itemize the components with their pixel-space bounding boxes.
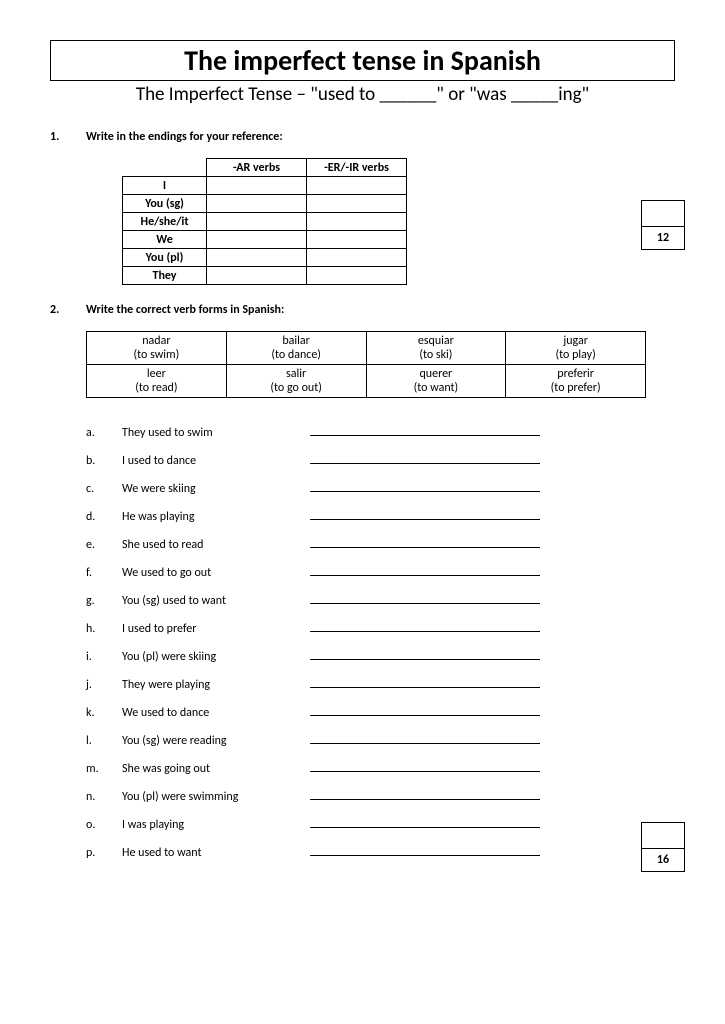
prompt-row: o.I was playing	[86, 816, 675, 832]
prompt-letter: o.	[86, 818, 122, 832]
prompt-letter: g.	[86, 594, 122, 608]
prompt-letter: j.	[86, 678, 122, 692]
prompt-letter: m.	[86, 762, 122, 776]
answer-line	[310, 620, 540, 632]
prompt-text: They used to swim	[122, 426, 302, 440]
answer-line	[310, 508, 540, 520]
prompt-text: I used to dance	[122, 454, 302, 468]
prompt-row: p.He used to want	[86, 844, 675, 860]
prompt-row: g.You (sg) used to want	[86, 592, 675, 608]
section-heading: Write in the endings for your reference:	[86, 130, 675, 144]
prompt-row: i.You (pl) were skiing	[86, 648, 675, 664]
title-box: The imperfect tense in Spanish	[50, 40, 675, 81]
prompt-letter: i.	[86, 650, 122, 664]
verb-cell: salir(to go out)	[226, 365, 366, 398]
answer-line	[310, 648, 540, 660]
answer-line	[310, 788, 540, 800]
prompt-letter: f.	[86, 566, 122, 580]
section-number: 2.	[50, 303, 86, 872]
prompt-text: You (sg) were reading	[122, 734, 302, 748]
subtitle: The Imperfect Tense – "used to ______" o…	[50, 83, 675, 106]
answer-line	[310, 480, 540, 492]
verb-cell: preferir(to prefer)	[506, 365, 646, 398]
section-2: 2. Write the correct verb forms in Spani…	[50, 303, 675, 872]
prompt-row: n.You (pl) were swimming	[86, 788, 675, 804]
prompt-letter: b.	[86, 454, 122, 468]
answer-line	[310, 452, 540, 464]
prompt-text: I was playing	[122, 818, 302, 832]
prompt-letter: c.	[86, 482, 122, 496]
prompt-letter: a.	[86, 426, 122, 440]
answer-line	[310, 732, 540, 744]
verb-cell: jugar(to play)	[506, 332, 646, 365]
section-heading: Write the correct verb forms in Spanish:	[86, 303, 675, 317]
prompt-row: b.I used to dance	[86, 452, 675, 468]
score-box-1: 12	[641, 200, 685, 250]
answer-line	[310, 704, 540, 716]
verb-cell: nadar(to swim)	[87, 332, 227, 365]
prompt-row: d.He was playing	[86, 508, 675, 524]
col-header-er: -ER/-IR verbs	[307, 159, 407, 177]
prompt-text: We used to go out	[122, 566, 302, 580]
pronoun-cell: You (pl)	[123, 249, 207, 267]
answer-line	[310, 592, 540, 604]
prompt-letter: e.	[86, 538, 122, 552]
prompt-letter: p.	[86, 846, 122, 860]
prompt-row: h.I used to prefer	[86, 620, 675, 636]
section-number: 1.	[50, 130, 86, 285]
prompt-row: e.She used to read	[86, 536, 675, 552]
pronoun-cell: You (sg)	[123, 195, 207, 213]
prompt-text: She was going out	[122, 762, 302, 776]
verbs-table: nadar(to swim) bailar(to dance) esquiar(…	[86, 331, 646, 398]
answer-line	[310, 424, 540, 436]
verb-cell: leer(to read)	[87, 365, 227, 398]
prompt-letter: h.	[86, 622, 122, 636]
answer-line	[310, 564, 540, 576]
prompt-text: You (pl) were swimming	[122, 790, 302, 804]
endings-table: -AR verbs -ER/-IR verbs I You (sg) He/sh…	[122, 158, 407, 285]
prompt-row: j.They were playing	[86, 676, 675, 692]
prompt-letter: n.	[86, 790, 122, 804]
score-value: 12	[642, 227, 684, 249]
prompt-text: We used to dance	[122, 706, 302, 720]
prompt-letter: l.	[86, 734, 122, 748]
score-value: 16	[642, 849, 684, 871]
pronoun-cell: They	[123, 267, 207, 285]
prompt-row: l.You (sg) were reading	[86, 732, 675, 748]
prompt-letter: d.	[86, 510, 122, 524]
prompt-row: f.We used to go out	[86, 564, 675, 580]
col-header-ar: -AR verbs	[207, 159, 307, 177]
prompt-text: She used to read	[122, 538, 302, 552]
prompt-text: He was playing	[122, 510, 302, 524]
section-1: 1. Write in the endings for your referen…	[50, 130, 675, 285]
pronoun-cell: I	[123, 177, 207, 195]
prompt-text: He used to want	[122, 846, 302, 860]
prompt-row: k.We used to dance	[86, 704, 675, 720]
prompt-text: You (pl) were skiing	[122, 650, 302, 664]
verb-cell: bailar(to dance)	[226, 332, 366, 365]
prompt-text: I used to prefer	[122, 622, 302, 636]
answer-line	[310, 760, 540, 772]
verb-cell: querer(to want)	[366, 365, 506, 398]
prompt-text: They were playing	[122, 678, 302, 692]
prompt-letter: k.	[86, 706, 122, 720]
page-title: The imperfect tense in Spanish	[59, 43, 666, 78]
answer-line	[310, 676, 540, 688]
prompt-text: We were skiing	[122, 482, 302, 496]
prompt-row: a.They used to swim	[86, 424, 675, 440]
prompt-row: m.She was going out	[86, 760, 675, 776]
score-box-2: 16	[641, 822, 685, 872]
prompt-text: You (sg) used to want	[122, 594, 302, 608]
prompt-row: c.We were skiing	[86, 480, 675, 496]
answer-line	[310, 816, 540, 828]
pronoun-cell: We	[123, 231, 207, 249]
answer-line	[310, 844, 540, 856]
answer-line	[310, 536, 540, 548]
verb-cell: esquiar(to ski)	[366, 332, 506, 365]
prompts-list: a.They used to swimb.I used to dancec.We…	[86, 424, 675, 860]
pronoun-cell: He/she/it	[123, 213, 207, 231]
